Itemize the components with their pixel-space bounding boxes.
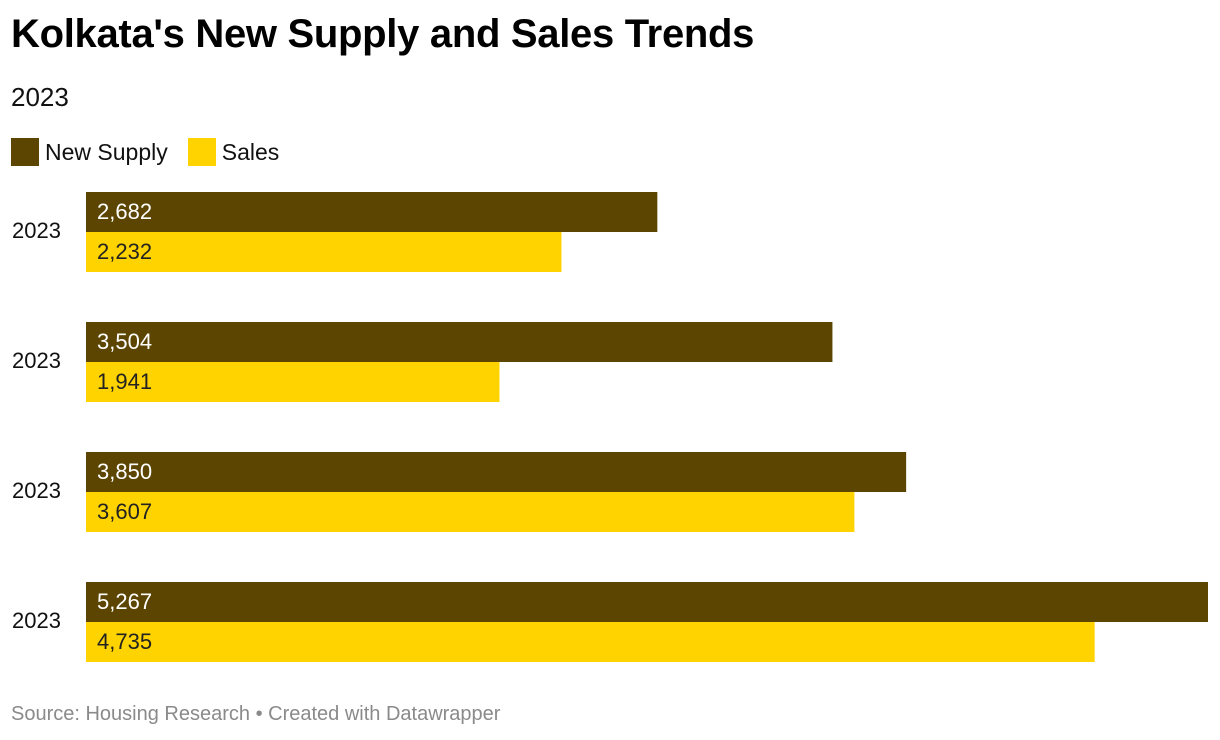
sales-value-label: 3,607 (97, 499, 152, 524)
chart-source-footer: Source: Housing Research • Created with … (11, 703, 501, 725)
new-supply-value-label: 2,682 (97, 199, 152, 224)
category-label: 2023 (12, 478, 61, 503)
legend-label-sales: Sales (221, 138, 280, 165)
chart-subtitle: 2023 (11, 82, 69, 112)
legend-item-sales: Sales (187, 138, 280, 166)
legend-label-new-supply: New Supply (45, 138, 168, 165)
legend-item-new-supply: New Supply (11, 138, 168, 166)
sales-value-label: 4,735 (97, 629, 152, 654)
bar-group: 2023 3,504 1,941 (12, 322, 833, 402)
sales-bar (86, 492, 855, 532)
new-supply-value-label: 5,267 (97, 589, 152, 614)
new-supply-value-label: 3,850 (97, 459, 152, 484)
sales-bar (86, 362, 500, 402)
new-supply-bar (86, 452, 907, 492)
chart-title: Kolkata's New Supply and Sales Trends (11, 12, 755, 56)
bar-group: 2023 5,267 4,735 (12, 582, 1208, 662)
legend-swatch-sales (187, 138, 216, 166)
legend-swatch-new-supply (11, 138, 39, 166)
sales-bar (86, 622, 1095, 662)
category-label: 2023 (12, 218, 61, 243)
legend: New Supply Sales (11, 137, 299, 167)
new-supply-bar (86, 192, 658, 232)
category-label: 2023 (12, 608, 61, 633)
sales-value-label: 1,941 (97, 369, 152, 394)
bar-group: 2023 2,682 2,232 (12, 192, 658, 272)
sales-value-label: 2,232 (97, 239, 152, 264)
bar-chart: 2023 2,682 2,232 2023 3,504 1,941 2023 3,850 3,6… (12, 192, 1208, 662)
bar-group: 2023 3,850 3,607 (12, 452, 907, 532)
new-supply-bar (86, 582, 1208, 622)
new-supply-value-label: 3,504 (97, 329, 152, 354)
new-supply-bar (86, 322, 833, 362)
category-label: 2023 (12, 348, 61, 373)
sales-bar (86, 232, 562, 272)
